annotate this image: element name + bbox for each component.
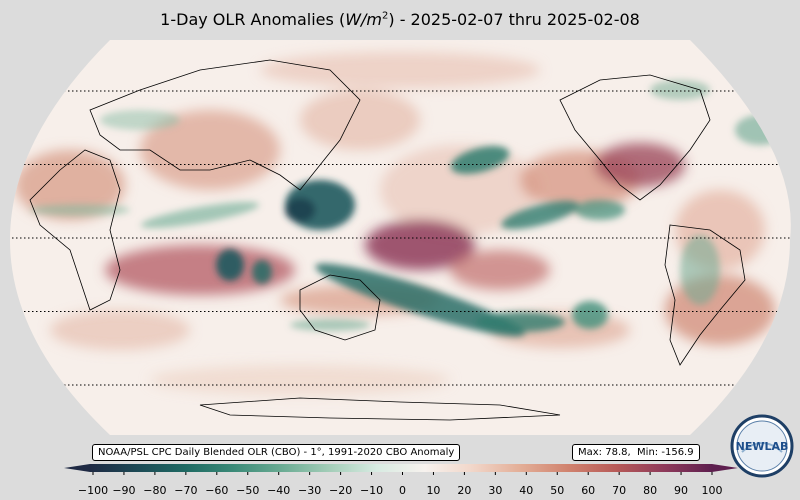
colorbar-tick-label: 20 [457,484,471,497]
australia-outline [299,274,381,341]
max-value: 78.8 [605,447,628,458]
colorbar-tick-label: 60 [581,484,595,497]
colorbar-tick-label: −70 [174,484,197,497]
africa-outline [29,149,121,311]
colorbar-tick-label: −50 [236,484,259,497]
colorbar-overflow-arrow [712,464,738,472]
colorbar-tick-label: −20 [329,484,352,497]
latitude-gridlines [10,90,791,386]
colorbar-tick-label: 100 [702,484,723,497]
colorbar-tick-label: 30 [488,484,502,497]
coastlines [29,59,746,421]
colorbar-tick-label: 50 [550,484,564,497]
logo-text: NEWLAB [736,440,789,453]
antarctica-outline [199,397,561,421]
colorbar-tick-label: 80 [643,484,657,497]
colorbar-tick-label: −100 [78,484,108,497]
min-value: -156.9 [661,447,694,458]
newlab-logo: NEWLAB [730,414,794,478]
colorbar-tick-label: 40 [519,484,533,497]
colorbar-tick-label: −10 [360,484,383,497]
north-america-outline [559,74,711,201]
chart-title: 1-Day OLR Anomalies (W/m2) - 2025-02-07 … [160,10,640,29]
colorbar-underflow-arrow [64,464,90,472]
negative-anomaly-layer [30,80,785,337]
colorbar-tick-label: 10 [426,484,440,497]
eurasia-outline [89,59,361,191]
south-america-outline [664,224,746,366]
colorbar-tick-label: −60 [205,484,228,497]
colorbar-tick-label: 90 [674,484,688,497]
colorbar-tick-label: −40 [267,484,290,497]
colorbar-tick-label: −90 [112,484,135,497]
colorbar-gradient [90,464,712,472]
stats-label: Max: 78.8, Min: -156.9 [572,444,700,461]
anomaly-field-layer [15,52,775,395]
colorbar-tick-label: 0 [399,484,406,497]
source-label: NOAA/PSL CPC Daily Blended OLR (CBO) - 1… [92,444,461,461]
colorbar-tick-label: −30 [298,484,321,497]
colorbar-tick-label: −80 [143,484,166,497]
colorbar-tick-label: 70 [612,484,626,497]
